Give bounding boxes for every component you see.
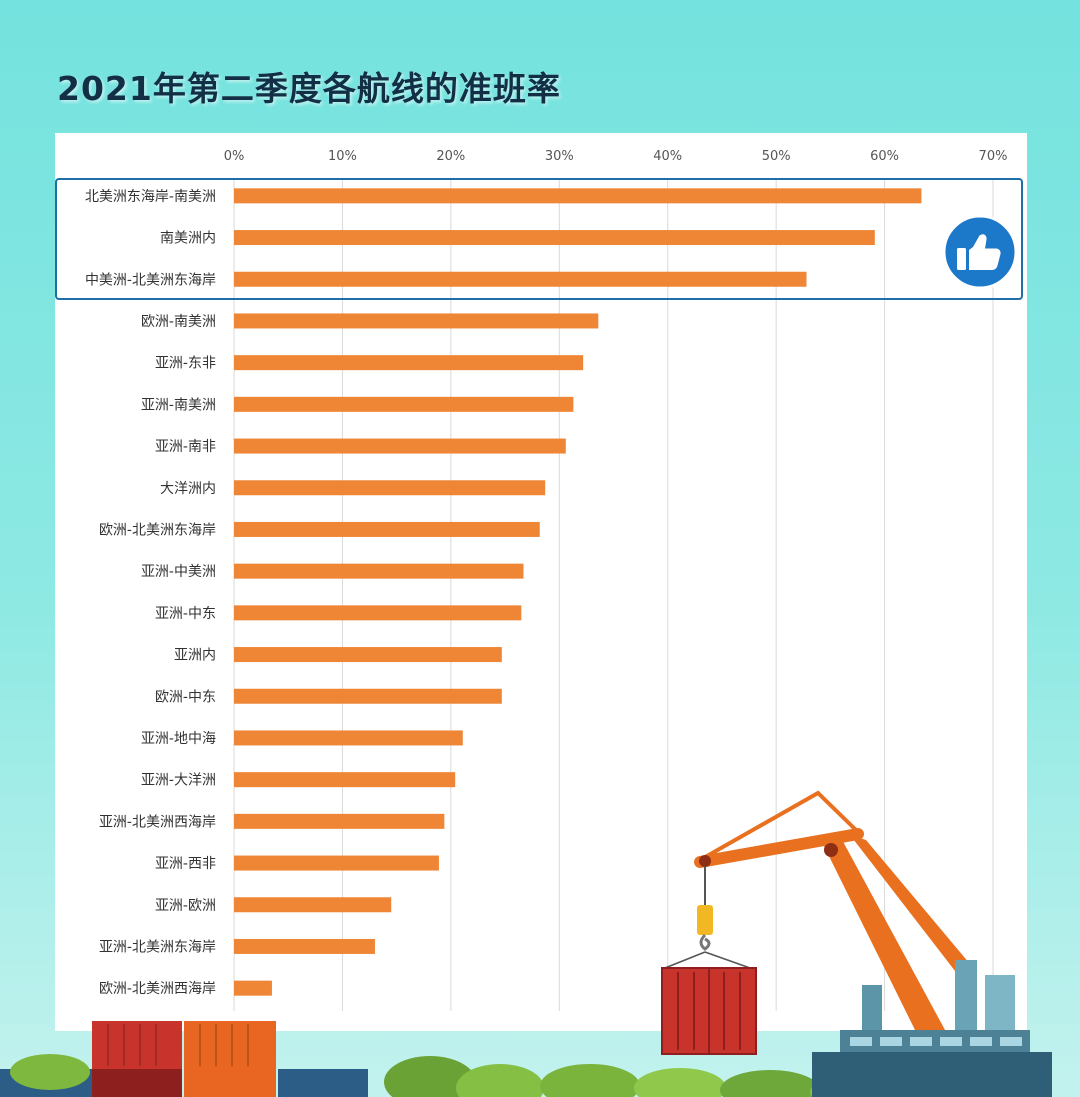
category-label: 亚洲-北美洲东海岸 bbox=[99, 939, 216, 955]
category-label: 亚洲-地中海 bbox=[141, 731, 216, 747]
shipping-containers bbox=[0, 1021, 368, 1097]
bar bbox=[234, 980, 272, 996]
bar bbox=[234, 730, 463, 746]
category-labels: 北美洲东海岸-南美洲南美洲内中美洲-北美洲东海岸欧洲-南美洲亚洲-东非亚洲-南美… bbox=[85, 189, 216, 997]
bar bbox=[234, 897, 392, 913]
category-label: 亚洲-西非 bbox=[155, 856, 216, 872]
category-label: 亚洲-大洋洲 bbox=[141, 773, 216, 789]
bar bbox=[234, 230, 875, 246]
bushes bbox=[10, 1054, 890, 1097]
chart-panel: 0% 10% 20% 30% 40% 50% 60% 70% 北美洲东海岸-南美洲南美洲内中美… bbox=[55, 133, 1027, 1031]
category-label: 欧洲-南美洲 bbox=[141, 314, 216, 330]
x-axis-ticks: 0% 10% 20% 30% 40% 50% 60% 70% bbox=[224, 149, 1008, 164]
bar bbox=[234, 355, 584, 371]
category-label: 亚洲-北美洲西海岸 bbox=[99, 814, 216, 830]
category-label: 亚洲-中美洲 bbox=[141, 564, 216, 580]
x-tick-label: 0% bbox=[224, 149, 245, 164]
x-tick-label: 10% bbox=[328, 149, 357, 164]
bar bbox=[234, 271, 807, 287]
category-label: 南美洲内 bbox=[160, 231, 216, 247]
category-label: 亚洲-东非 bbox=[155, 356, 216, 372]
x-tick-label: 60% bbox=[870, 149, 899, 164]
bars bbox=[234, 188, 922, 996]
category-label: 北美洲东海岸-南美洲 bbox=[85, 189, 216, 205]
category-label: 欧洲-中东 bbox=[155, 689, 216, 705]
top-three-highlight-box bbox=[55, 178, 1023, 300]
category-label: 欧洲-北美洲东海岸 bbox=[99, 522, 216, 538]
bar bbox=[234, 605, 522, 621]
bar bbox=[234, 438, 566, 454]
bar-chart: 0% 10% 20% 30% 40% 50% 60% 70% 北美洲东海岸-南美洲南美洲内中美… bbox=[85, 149, 1008, 1011]
bar bbox=[234, 563, 524, 579]
bar bbox=[234, 647, 502, 663]
category-label: 大洋洲内 bbox=[160, 481, 216, 497]
thumbs-up-icon bbox=[942, 214, 1018, 290]
gridlines bbox=[233, 178, 994, 1011]
x-tick-label: 30% bbox=[545, 149, 574, 164]
category-label: 中美洲-北美洲东海岸 bbox=[85, 272, 216, 288]
category-label: 亚洲-南非 bbox=[155, 439, 216, 455]
bar bbox=[234, 855, 439, 871]
bar bbox=[234, 688, 502, 704]
bar bbox=[234, 813, 445, 829]
page-title: 2021年第二季度各航线的准班率 bbox=[57, 69, 561, 108]
x-tick-label: 70% bbox=[979, 149, 1008, 164]
category-label: 亚洲内 bbox=[174, 648, 216, 664]
bar bbox=[234, 188, 922, 204]
category-label: 亚洲-中东 bbox=[155, 606, 216, 622]
bar bbox=[234, 313, 599, 329]
bar bbox=[234, 772, 456, 788]
bar bbox=[234, 396, 574, 412]
category-label: 亚洲-南美洲 bbox=[141, 397, 216, 413]
x-tick-label: 50% bbox=[762, 149, 791, 164]
x-tick-label: 40% bbox=[653, 149, 682, 164]
bar bbox=[234, 938, 375, 954]
bar bbox=[234, 480, 546, 496]
category-label: 亚洲-欧洲 bbox=[155, 898, 216, 914]
category-label: 欧洲-北美洲西海岸 bbox=[99, 981, 216, 997]
bar bbox=[234, 521, 540, 537]
x-tick-label: 20% bbox=[436, 149, 465, 164]
